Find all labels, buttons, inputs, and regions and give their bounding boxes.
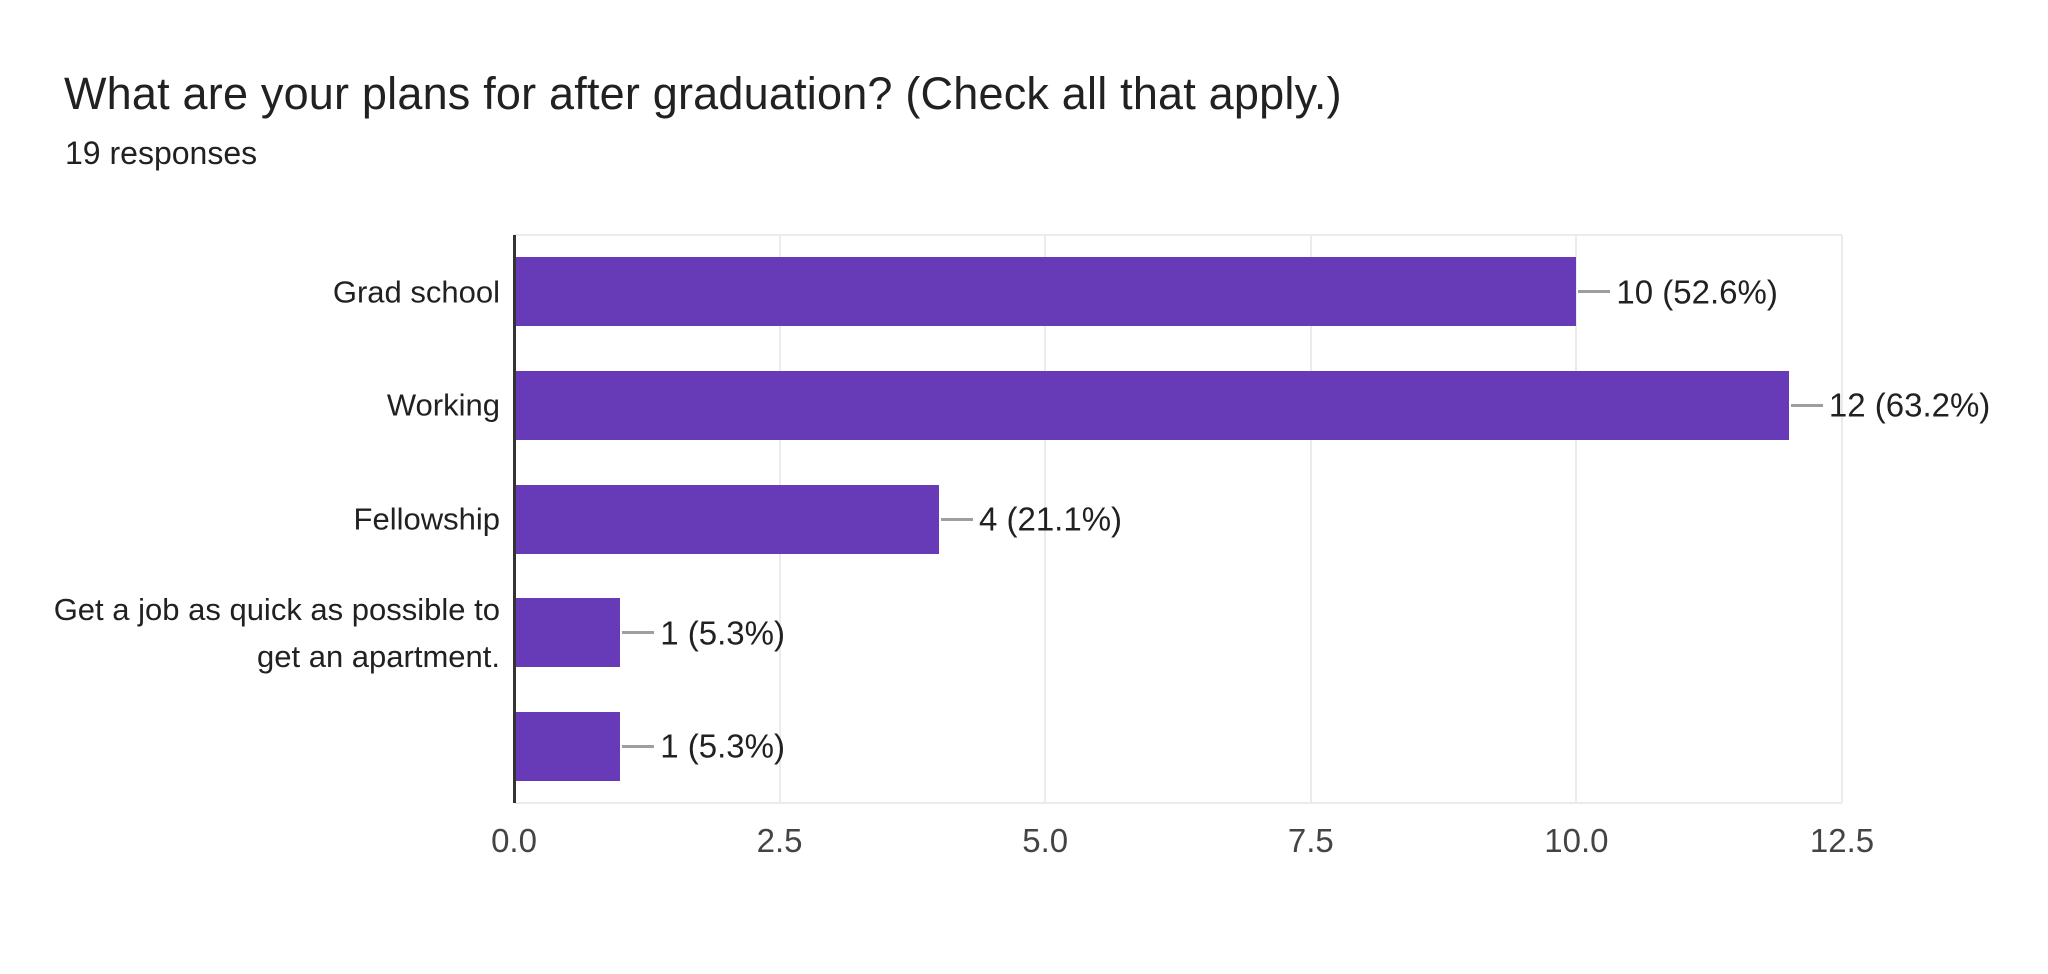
x-tick-label: 2.5 [756, 822, 803, 859]
x-tick-label: 0.0 [491, 822, 537, 859]
gridline [1575, 235, 1578, 803]
bar-fellowship [516, 484, 939, 554]
chart-title: What are your plans for after graduation… [64, 68, 1342, 119]
gridline [1309, 235, 1312, 803]
bar-grad-school [516, 257, 1577, 327]
x-tick-label: 10.0 [1544, 822, 1609, 859]
response-count: 19 responses [65, 135, 258, 171]
bar-get-a-job-as-quick-as-possible-to-get-an-apartment [516, 598, 621, 668]
category-label: Get a job as quick as possible to get an… [53, 591, 500, 674]
bar-value-label: 12 (63.2%) [1828, 386, 1991, 424]
value-connector-line [622, 631, 655, 635]
plot-bottom-border [514, 802, 1842, 804]
bar-value-label: 10 (52.6%) [1616, 273, 1778, 311]
bar-value-label: 1 (5.3%) [660, 727, 785, 765]
x-tick-label: 5.0 [1022, 822, 1069, 859]
x-tick-label: 12.5 [1809, 822, 1875, 859]
bar-row-5 [516, 711, 621, 781]
plot-top-border [514, 234, 1842, 236]
value-connector-line [940, 517, 973, 521]
category-label: Working [386, 387, 500, 423]
value-connector-line [1578, 290, 1611, 294]
y-axis-line [512, 235, 516, 803]
bar-working [516, 370, 1789, 440]
value-connector-line [1790, 403, 1823, 407]
gridline [1044, 235, 1047, 803]
category-label: Grad school [332, 274, 500, 310]
bar-value-label: 1 (5.3%) [660, 614, 785, 652]
bar-value-label: 4 (21.1%) [978, 500, 1123, 538]
category-label: Fellowship [353, 501, 500, 537]
x-tick-label: 7.5 [1287, 822, 1334, 859]
gridline [1841, 235, 1843, 803]
value-connector-line [622, 744, 655, 748]
